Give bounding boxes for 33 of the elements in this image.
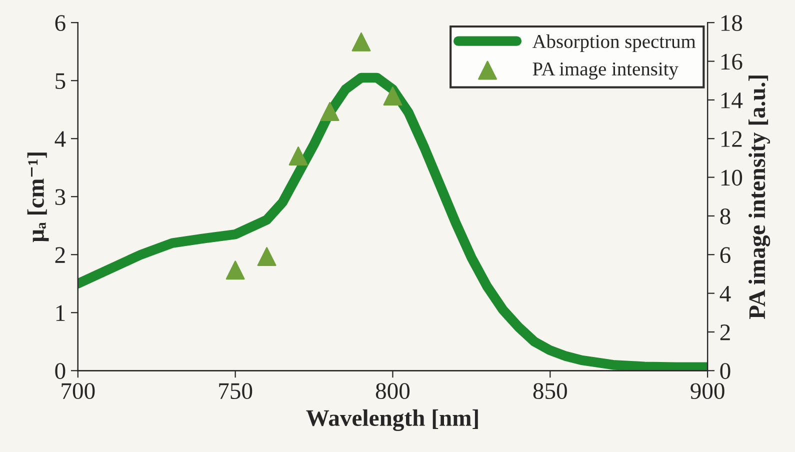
y2-tick-label: 18 [721,15,742,32]
legend-label: PA image intensity [532,62,678,80]
y2-tick-label: 0 [720,363,730,380]
x-tick-label: 700 [62,383,95,400]
y-tick-label: 2 [55,247,65,263]
y-tick-label: 5 [56,73,66,90]
y-tick-label: 6 [55,15,66,32]
y2-axis-title: PA image intensity [a.u.] [748,76,770,319]
y2-tick-label: 14 [721,92,743,108]
y-tick-label: 0 [55,363,66,380]
point [257,247,276,266]
x-tick-label: 850 [533,383,567,400]
y2-tick-label: 16 [721,54,742,70]
y2-tick-label: 8 [720,208,730,224]
point [383,86,402,106]
y2-tick-label: 2 [720,324,730,340]
point [352,32,371,52]
legend-label: Absorption spectrum [532,34,696,52]
y2-tick-label: 6 [720,247,730,264]
point [226,260,245,280]
x-tick-label: 800 [376,383,410,400]
y2-tick-label: 12 [721,131,742,147]
x-tick-label: 750 [219,383,252,400]
x-tick-label: 900 [690,383,724,400]
y-axis-title: μₐ [cm⁻¹] [27,152,49,242]
point [288,146,308,166]
y2-tick-label: 10 [721,170,742,186]
y-tick-label: 1 [56,305,65,321]
x-axis-title: Wavelength [nm] [306,409,478,432]
point [320,102,340,122]
y-tick-label: 3 [55,189,66,206]
y-tick-label: 4 [54,131,66,147]
y2-tick-label: 4 [720,286,731,302]
